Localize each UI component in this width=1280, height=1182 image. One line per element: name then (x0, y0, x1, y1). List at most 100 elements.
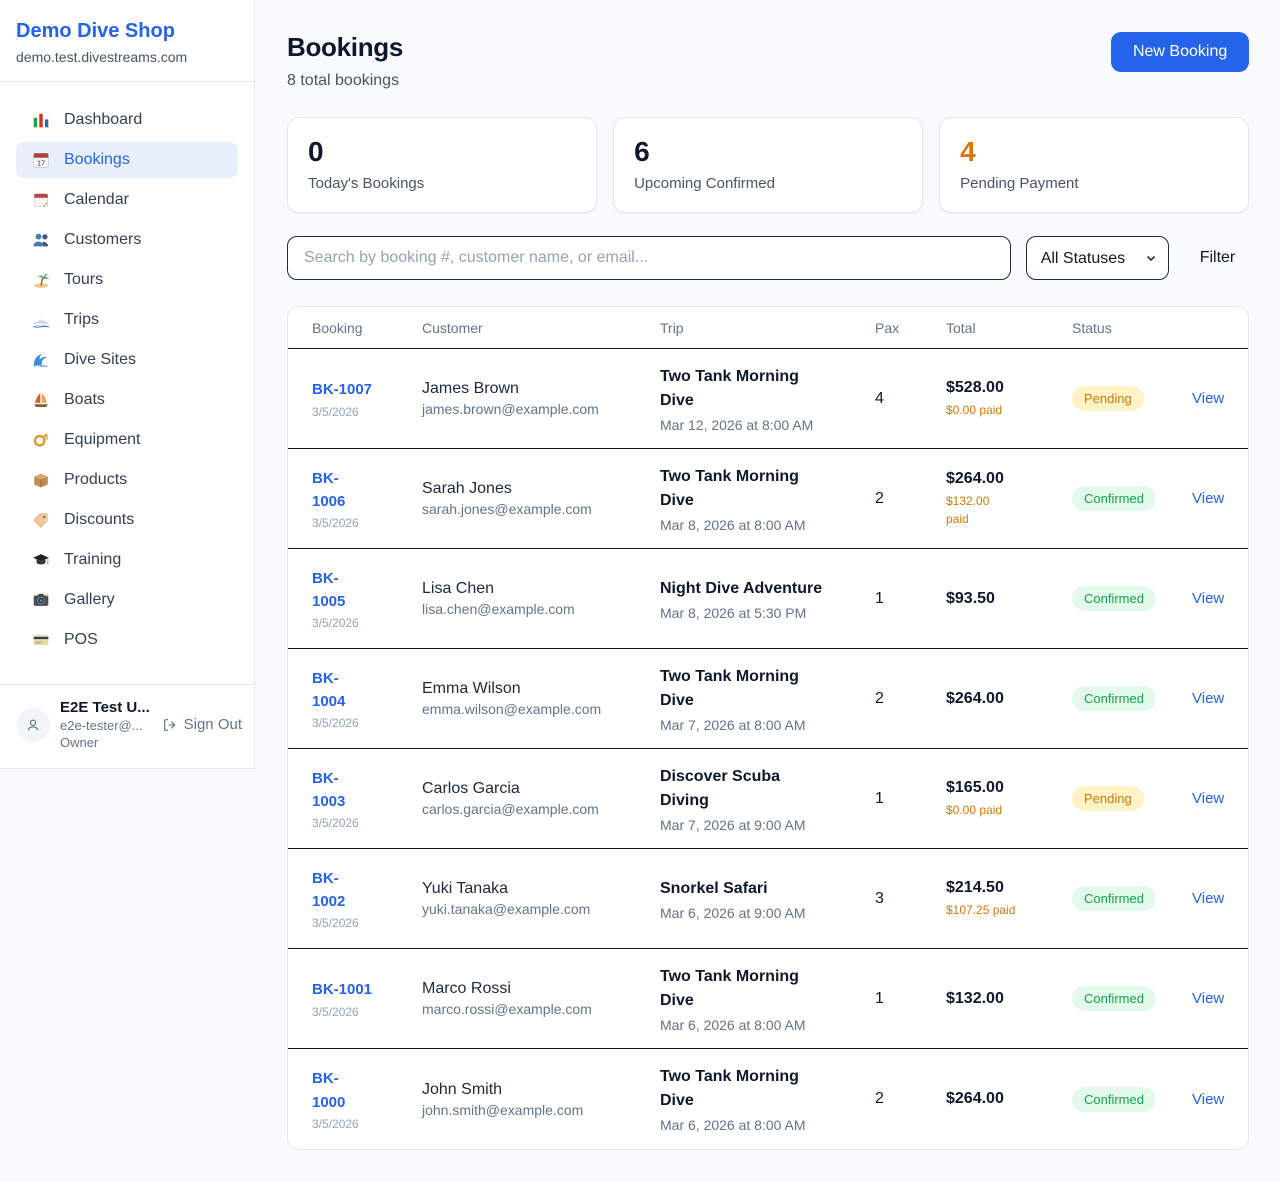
trip-name: Night Dive Adventure (660, 579, 823, 597)
view-link[interactable]: View (1192, 390, 1225, 407)
table-row: BK- 1000 3/5/2026 John Smith john.smith@ex… (288, 1049, 1248, 1149)
booking-id-link[interactable]: BK- 1005 (312, 569, 346, 610)
customer-name: John Smith (422, 1080, 503, 1098)
calendar-date-icon: 17 (32, 151, 50, 169)
sidebar: Demo Dive Shop demo.test.divestreams.com… (0, 0, 255, 769)
sidebar-item-customers[interactable]: Customers (16, 222, 238, 258)
stat-label: Today's Bookings (308, 175, 425, 192)
booking-date: 3/5/2026 (312, 516, 359, 531)
stats-cards: 0 Today's Bookings 6 Upcoming Confirmed … (287, 117, 1250, 213)
sidebar-item-trips[interactable]: Trips (16, 302, 238, 338)
sidebar-item-equipment[interactable]: Equipment (16, 422, 238, 458)
total-bookings-count: 8 total bookings (287, 72, 400, 89)
booking-id-link[interactable]: BK- 1002 (312, 869, 346, 910)
sidebar-item-pos[interactable]: POS (16, 622, 238, 658)
customer-email: marco.rossi@example.com (422, 1001, 592, 1017)
view-link[interactable]: View (1192, 690, 1225, 707)
user-section: E2E Test U... e2e-tester@... Owner Sign … (0, 684, 254, 768)
paid-amount: $0.00 paid (946, 402, 1003, 417)
status-badge: Confirmed (1072, 986, 1156, 1011)
status-badge: Pending (1072, 786, 1144, 811)
sign-out-button[interactable]: Sign Out (162, 716, 242, 733)
sidebar-item-label: Trips (64, 311, 99, 328)
sidebar-item-label: Training (64, 551, 122, 568)
status-select[interactable]: All Statuses (1025, 236, 1169, 280)
stat-upcoming-confirmed: 6 Upcoming Confirmed (613, 117, 924, 213)
status-badge: Confirmed (1072, 1086, 1156, 1112)
booking-date: 3/5/2026 (312, 1004, 359, 1019)
trip-datetime: Mar 12, 2026 at 8:00 AM (660, 416, 814, 433)
shop-name: Demo Dive Shop (16, 20, 175, 42)
sidebar-item-gallery[interactable]: Gallery (16, 582, 238, 618)
sidebar-item-label: Bookings (64, 151, 130, 168)
svg-text:17: 17 (37, 159, 45, 168)
sidebar-item-label: Discounts (64, 511, 135, 528)
sidebar-item-dive-sites[interactable]: Dive Sites (16, 342, 238, 378)
trip-name: Two Tank Morning Dive (660, 667, 799, 709)
total-amount: $264.00 (946, 1090, 1004, 1107)
sidebar-item-dashboard[interactable]: Dashboard (16, 102, 238, 138)
trip-name: Two Tank Morning Dive (660, 1068, 799, 1109)
customer-email: lisa.chen@example.com (422, 601, 575, 617)
booking-id-link[interactable]: BK-1001 (312, 981, 373, 999)
booking-id-link[interactable]: BK- 1004 (312, 669, 346, 710)
trip-name: Discover Scuba Diving (660, 767, 781, 809)
trip-datetime: Mar 6, 2026 at 8:00 AM (660, 1117, 806, 1133)
view-link[interactable]: View (1192, 790, 1225, 807)
customer-name: Carlos Garcia (422, 780, 520, 797)
view-link[interactable]: View (1192, 490, 1225, 507)
pax-count: 2 (875, 489, 884, 507)
total-amount: $528.00 (946, 378, 1004, 396)
pax-count: 1 (875, 789, 884, 807)
customer-email: carlos.garcia@example.com (422, 801, 599, 817)
user-info: E2E Test U... e2e-tester@... Owner (60, 699, 152, 750)
trip-datetime: Mar 6, 2026 at 8:00 AM (660, 1016, 806, 1033)
booking-date: 3/5/2026 (312, 716, 359, 731)
sidebar-item-tours[interactable]: Tours (16, 262, 238, 298)
table-header-row: Booking Customer Trip Pax Total Status (288, 307, 1249, 349)
sidebar-item-calendar[interactable]: Calendar (16, 182, 238, 218)
trip-name: Two Tank Morning Dive (660, 467, 799, 509)
view-link[interactable]: View (1192, 590, 1225, 607)
sidebar-item-products[interactable]: Products (16, 462, 238, 498)
filter-button[interactable]: Filter (1199, 249, 1236, 266)
pax-count: 1 (875, 989, 884, 1007)
page-header: Bookings 8 total bookings New Booking (287, 32, 1250, 90)
total-amount: $93.50 (946, 589, 995, 607)
sidebar-item-training[interactable]: Training (16, 542, 238, 578)
bar-chart-icon (32, 111, 50, 129)
sidebar-item-label: POS (64, 631, 98, 648)
view-link[interactable]: View (1192, 1090, 1225, 1108)
table-row: BK- 1003 3/5/2026 Carlos Garcia carlos.gar… (288, 749, 1249, 849)
trip-name: Snorkel Safari (660, 879, 768, 897)
customer-email: yuki.tanaka@example.com (422, 901, 591, 917)
booking-date: 3/5/2026 (312, 404, 359, 419)
booking-id-link[interactable]: BK- 1003 (312, 769, 346, 810)
new-booking-button[interactable]: New Booking (1110, 32, 1250, 72)
customer-email: emma.wilson@example.com (422, 701, 602, 717)
status-badge: Confirmed (1072, 586, 1156, 611)
shop-domain: demo.test.divestreams.com (16, 49, 188, 65)
island-icon (32, 271, 50, 289)
sidebar-item-boats[interactable]: Boats (16, 382, 238, 418)
sidebar-item-bookings[interactable]: 17 Bookings (16, 142, 238, 178)
trip-name: Two Tank Morning Dive (660, 367, 799, 409)
col-header-status: Status (1072, 319, 1112, 336)
search-input[interactable] (287, 236, 1011, 280)
customer-email: sarah.jones@example.com (422, 501, 592, 517)
main-content: Bookings 8 total bookings New Booking 0 … (255, 0, 1280, 1182)
booking-date: 3/5/2026 (312, 816, 359, 831)
view-link[interactable]: View (1192, 990, 1225, 1007)
camera-icon (32, 591, 50, 609)
booking-id-link[interactable]: BK- 1000 (312, 1070, 346, 1111)
booking-id-link[interactable]: BK- 1006 (312, 469, 346, 510)
booking-date: 3/5/2026 (312, 916, 359, 931)
total-amount: $165.00 (946, 778, 1004, 796)
view-link[interactable]: View (1192, 890, 1225, 907)
stat-value: 4 (960, 136, 976, 167)
sidebar-item-discounts[interactable]: Discounts (16, 502, 238, 538)
booking-date: 3/5/2026 (312, 616, 359, 631)
trip-datetime: Mar 8, 2026 at 5:30 PM (660, 604, 807, 621)
booking-id-link[interactable]: BK-1007 (312, 381, 373, 399)
sidebar-item-label: Products (64, 471, 128, 488)
